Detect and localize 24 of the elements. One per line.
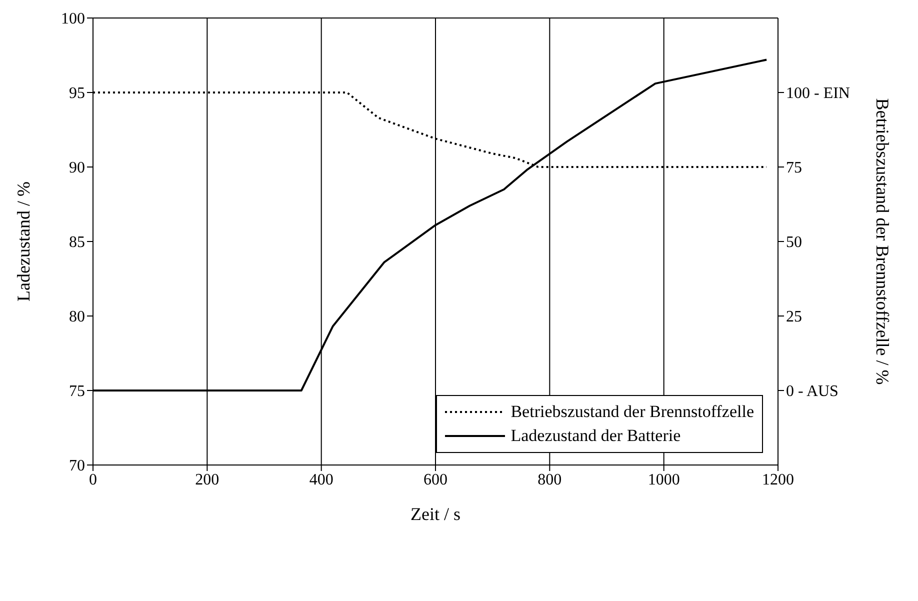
y-tick-label: 70: [69, 458, 85, 475]
y-tick-label: 75: [69, 383, 85, 400]
y-tick-label: 85: [69, 234, 85, 252]
legend-label: Ladezustand der Batterie: [510, 425, 681, 447]
x-tick-label: 1000: [648, 471, 680, 488]
y2-tick-label: 25: [786, 308, 802, 326]
x-tick-label: 600: [424, 471, 448, 488]
y-tick-label: 95: [69, 85, 85, 102]
y2-axis-title: Betriebszustand der Brennstoffzelle / %: [872, 98, 893, 385]
x-tick-label: 200: [195, 471, 220, 488]
y-tick-label: 80: [69, 308, 85, 326]
x-tick-label: 400: [309, 471, 334, 488]
y-tick-label: 90: [69, 160, 85, 177]
x-axis-title: Zeit / s: [410, 504, 460, 524]
y2-tick-label: 100 - EIN: [786, 85, 850, 102]
y2-tick-label: 75: [786, 160, 802, 177]
y-tick-label: 100: [61, 10, 85, 28]
y-axis-title: Ladezustand / %: [13, 182, 34, 302]
y2-tick-label: 0 - AUS: [786, 383, 838, 400]
y2-tick-label: 50: [786, 234, 802, 252]
x-tick-label: 1200: [762, 471, 794, 488]
legend-label: Betriebszustand der Brennstoffzelle: [510, 401, 754, 423]
x-tick-label: 800: [538, 471, 562, 488]
x-tick-label: 0: [89, 471, 97, 488]
